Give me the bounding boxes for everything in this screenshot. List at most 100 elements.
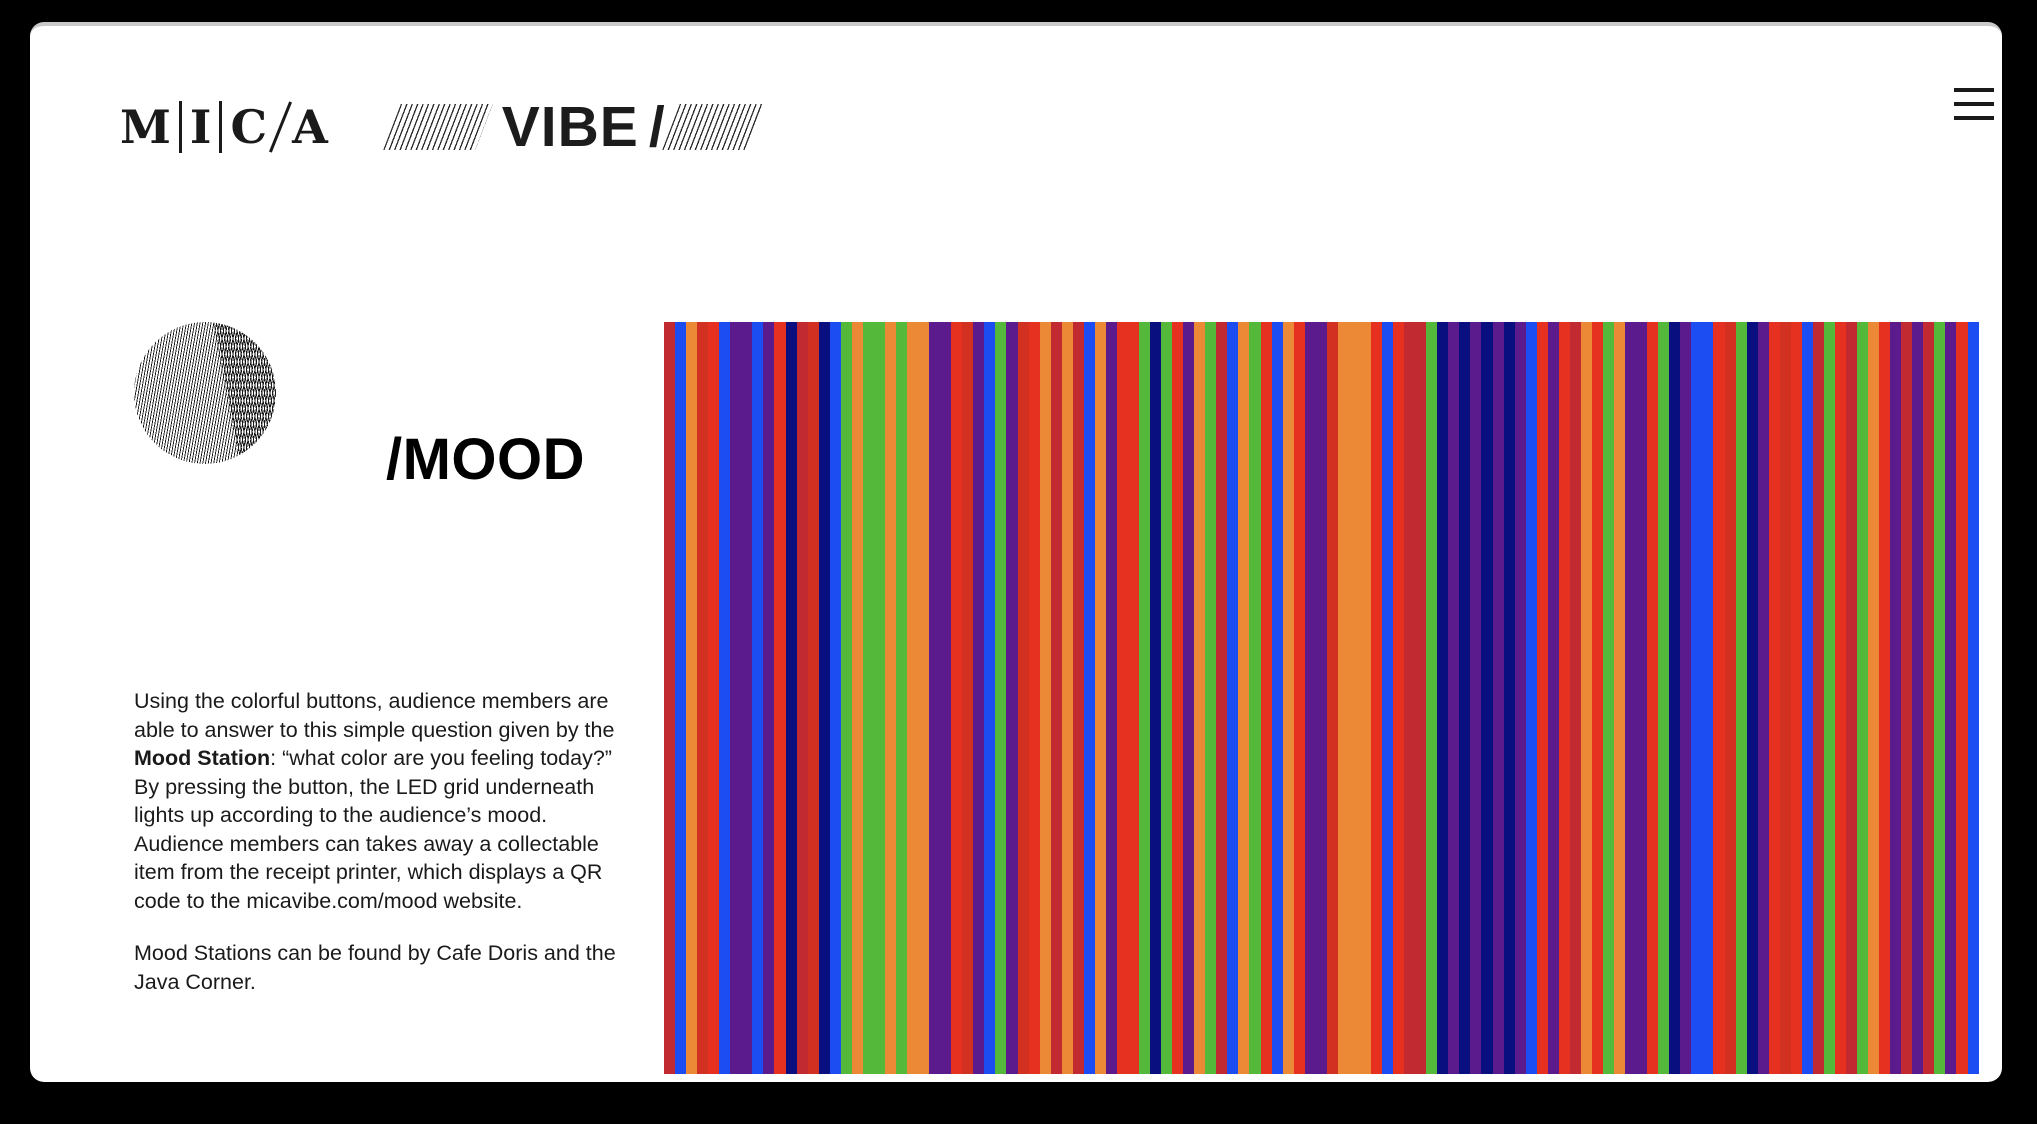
stripe-navy	[1669, 322, 1681, 1074]
stripe-blue	[719, 322, 731, 1074]
hatch-stripes-icon	[661, 104, 766, 150]
stripe-purple	[940, 322, 952, 1074]
stripe-purple	[1890, 322, 1902, 1074]
vibe-logo[interactable]: VIBE /	[382, 94, 766, 159]
stripe-green	[1249, 322, 1261, 1074]
stripe-red	[1956, 322, 1968, 1074]
stripe-blue	[1801, 322, 1813, 1074]
stripe-orange	[884, 322, 896, 1074]
stripe-darkred	[1017, 322, 1029, 1074]
stripe-red	[1293, 322, 1305, 1074]
stripe-purple	[1945, 322, 1957, 1074]
stripe-crimson	[1923, 322, 1935, 1074]
stripe-navy	[1437, 322, 1449, 1074]
vibe-wordmark: VIBE	[501, 94, 639, 159]
stripe-green	[895, 322, 908, 1074]
stripe-blue	[984, 322, 996, 1074]
stripe-navy	[1746, 322, 1758, 1074]
mood-paragraph-1: Using the colorful buttons, audience mem…	[134, 687, 639, 915]
stripe-green	[1161, 322, 1173, 1074]
stripe-blue	[1967, 322, 1979, 1074]
stripe-red	[1536, 322, 1548, 1074]
stripe-orange	[1194, 322, 1206, 1074]
stripe-blue	[1525, 322, 1537, 1074]
mica-letter-m: M	[120, 100, 171, 154]
stripe-orange	[1348, 322, 1360, 1074]
stripe-green	[873, 322, 885, 1074]
hamburger-line	[1954, 116, 1994, 120]
stripe-blue	[1691, 322, 1703, 1074]
stripe-purple	[1757, 322, 1769, 1074]
stripe-orange	[918, 322, 930, 1074]
header: M I C A VIBE /	[120, 90, 766, 164]
stripe-green	[1658, 322, 1670, 1074]
stripe-darkred	[962, 322, 974, 1074]
paragraph-text: Using the colorful buttons, audience mem…	[134, 689, 615, 742]
stripe-purple	[1006, 322, 1018, 1074]
stripe-orange	[1238, 322, 1250, 1074]
stripe-blue	[1702, 322, 1714, 1074]
stripe-blue	[675, 322, 687, 1074]
stripe-red	[1028, 322, 1040, 1074]
stripe-green	[862, 322, 874, 1074]
stripe-blue	[1227, 322, 1239, 1074]
stripe-red	[1116, 322, 1128, 1074]
stripe-green	[1934, 322, 1946, 1074]
stripe-purple	[1514, 322, 1526, 1074]
stripe-darkred	[1326, 322, 1338, 1074]
mood-paragraph-2: Mood Stations can be found by Cafe Doris…	[134, 941, 616, 994]
stripe-crimson	[796, 322, 808, 1074]
stripe-navy	[1503, 322, 1515, 1074]
stripe-orange	[1061, 322, 1073, 1074]
mica-divider-bar	[219, 101, 223, 153]
stripe-crimson	[1846, 322, 1858, 1074]
stripe-green	[1602, 322, 1615, 1074]
stripe-orange	[1337, 322, 1349, 1074]
stripe-green	[1857, 322, 1869, 1074]
stripe-purple	[1183, 322, 1195, 1074]
mood-station-emphasis: Mood Station	[134, 746, 271, 770]
stripe-purple	[1912, 322, 1924, 1074]
stripe-purple	[1636, 322, 1648, 1074]
vibe-slash: /	[648, 94, 665, 159]
stripe-purple	[1680, 322, 1692, 1074]
stripe-orange	[1094, 322, 1106, 1074]
stripe-crimson	[1404, 322, 1416, 1074]
mica-letter-c: C	[230, 100, 268, 154]
stripe-red	[1834, 322, 1847, 1074]
stripe-navy	[785, 322, 797, 1074]
mica-divider-bar	[178, 101, 182, 153]
stripe-red	[1790, 322, 1802, 1074]
hatched-circle-decoration	[134, 322, 276, 464]
stripe-orange	[686, 322, 698, 1074]
stripe-orange	[1039, 322, 1051, 1074]
hamburger-line	[1954, 102, 1994, 106]
page-title: /MOOD	[386, 427, 586, 492]
stripe-purple	[741, 322, 753, 1074]
stripe-red	[1393, 322, 1405, 1074]
stripe-crimson	[1072, 322, 1084, 1074]
stripe-red	[1172, 322, 1184, 1074]
stripe-orange	[1359, 322, 1371, 1074]
hamburger-menu-icon[interactable]	[1954, 88, 1994, 120]
stripe-navy	[818, 322, 830, 1074]
stripe-orange	[1868, 322, 1880, 1074]
stripe-crimson	[1901, 322, 1913, 1074]
stripe-purple	[1625, 322, 1637, 1074]
stripe-red	[1647, 322, 1659, 1074]
mica-logo[interactable]: M I C A	[120, 100, 328, 154]
stripe-orange	[907, 322, 919, 1074]
stripe-purple	[1304, 322, 1316, 1074]
stripe-red	[774, 322, 786, 1074]
paragraph-text: : “what color are you feeling today?” By…	[134, 746, 612, 913]
stripe-red	[708, 322, 720, 1074]
stripe-crimson	[1050, 322, 1062, 1074]
stripe-red	[1558, 322, 1570, 1074]
stripe-blue	[1271, 322, 1283, 1074]
hatch-stripes-icon	[382, 104, 493, 150]
stripe-purple	[730, 322, 742, 1074]
page-card: M I C A VIBE / /MOOD Using the colorful …	[30, 22, 2002, 1082]
stripe-red	[1713, 322, 1725, 1074]
stripe-red	[1591, 322, 1603, 1074]
stripe-blue	[752, 322, 764, 1074]
